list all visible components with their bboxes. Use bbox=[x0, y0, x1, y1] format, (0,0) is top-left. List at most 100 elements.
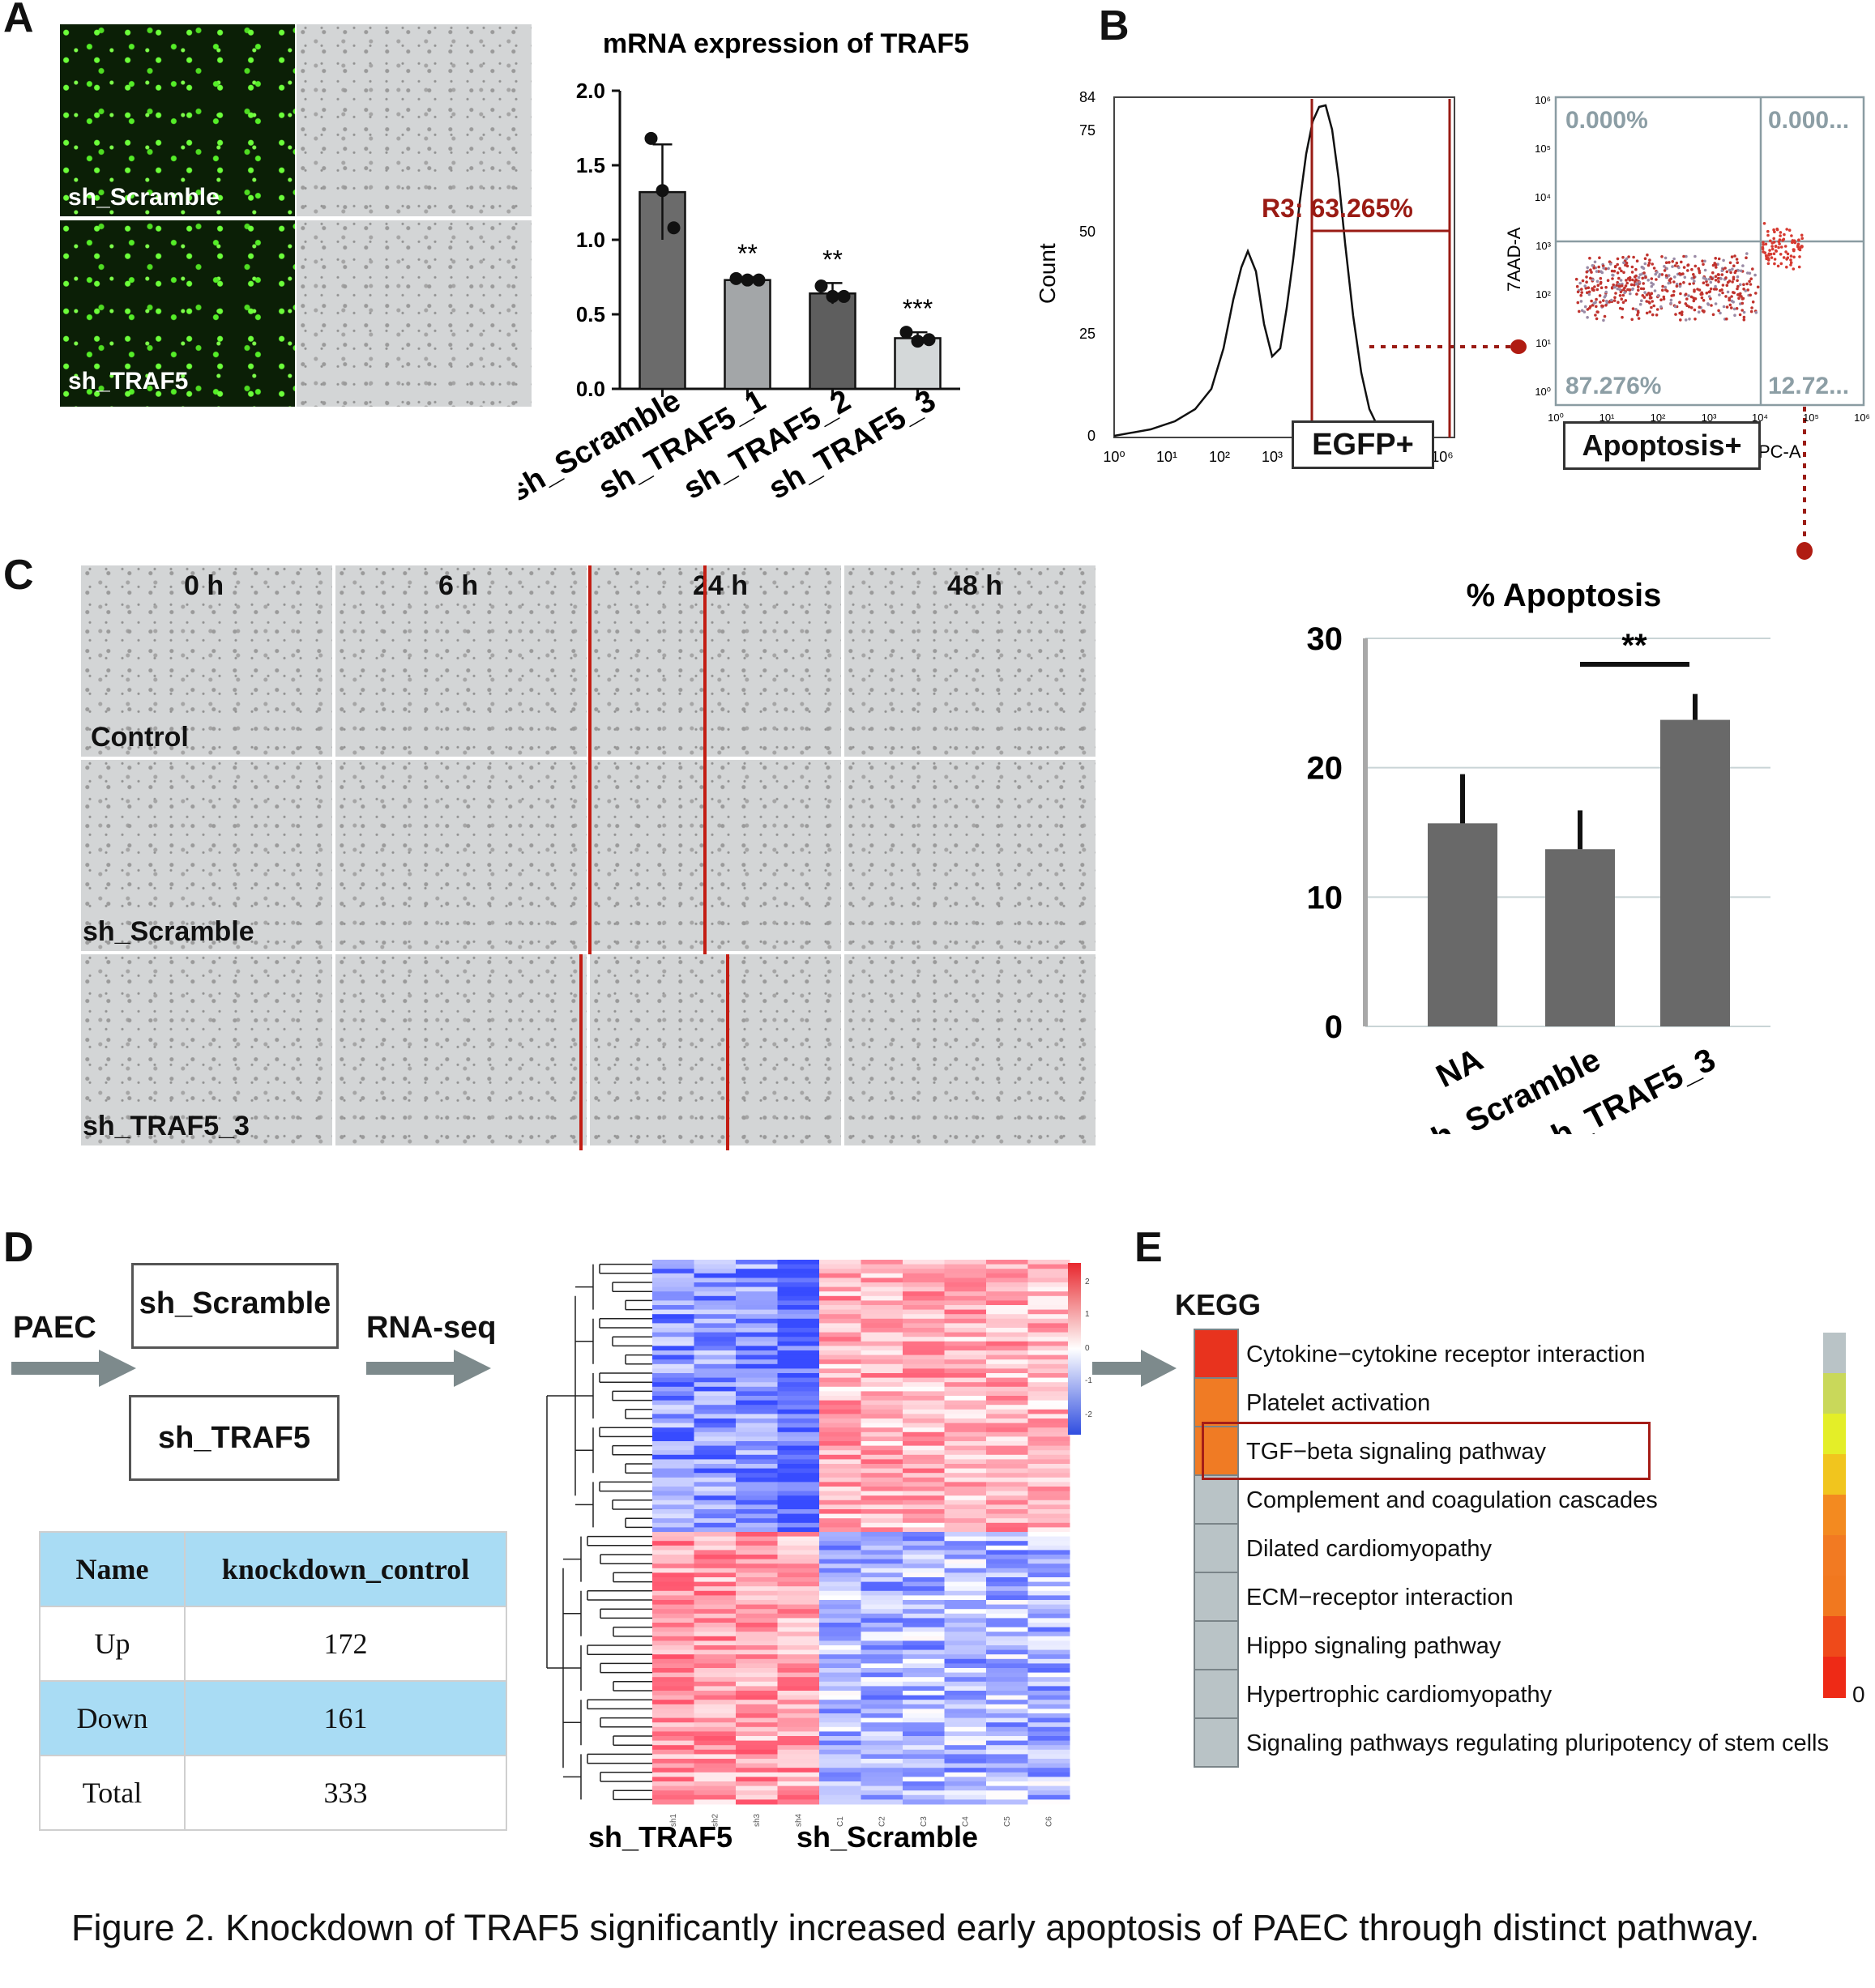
heatmap-cell bbox=[944, 1509, 987, 1515]
heatmap-cell bbox=[652, 1273, 694, 1278]
heatmap-cell bbox=[652, 1487, 694, 1492]
heatmap-cell bbox=[652, 1763, 694, 1768]
heatmap-cell bbox=[694, 1346, 737, 1351]
heatmap-cell bbox=[1027, 1759, 1070, 1764]
table-row: Down 161 bbox=[39, 1680, 507, 1756]
heatmap-cell bbox=[736, 1577, 778, 1583]
heatmap-cell bbox=[736, 1518, 778, 1524]
scatter-point bbox=[1637, 288, 1640, 292]
heatmap-cell bbox=[903, 1704, 945, 1709]
heatmap-cell bbox=[694, 1314, 737, 1320]
scatter-point bbox=[1787, 228, 1792, 232]
heatmap-cell bbox=[819, 1604, 861, 1610]
heatmap-cell bbox=[819, 1736, 861, 1742]
heatmap-cell bbox=[944, 1717, 987, 1723]
heatmap-cell bbox=[652, 1613, 694, 1619]
heatmap-cell bbox=[652, 1745, 694, 1751]
scatter-point bbox=[1698, 305, 1702, 309]
heatmap-cell bbox=[861, 1260, 903, 1265]
scatter-point bbox=[1693, 264, 1698, 268]
scatter-point bbox=[1690, 267, 1693, 271]
scatter-point bbox=[1778, 242, 1781, 245]
heatmap-cell bbox=[1027, 1500, 1070, 1505]
heatmap-cell bbox=[736, 1590, 778, 1596]
heatmap-cell bbox=[944, 1295, 987, 1301]
scatter-point bbox=[1742, 283, 1745, 286]
scatter-point bbox=[1648, 293, 1652, 297]
heatmap-cell bbox=[861, 1295, 903, 1301]
scatter-point bbox=[1660, 273, 1664, 276]
heatmap-cell bbox=[652, 1286, 694, 1292]
heatmap-cell bbox=[944, 1377, 987, 1383]
scatter-point bbox=[1709, 280, 1713, 284]
heatmap-cell bbox=[777, 1564, 820, 1569]
heatmap-cell bbox=[736, 1618, 778, 1623]
heatmap-cell bbox=[944, 1609, 987, 1615]
heatmap-cell bbox=[819, 1405, 861, 1410]
scatter-point bbox=[1703, 268, 1707, 272]
heatmap-cell bbox=[903, 1295, 945, 1301]
heatmap-cell bbox=[1027, 1405, 1070, 1410]
scatter-point bbox=[1700, 296, 1704, 300]
heatmap-cell bbox=[777, 1487, 820, 1492]
heatmap-cell bbox=[986, 1555, 1028, 1560]
heatmap-cell bbox=[903, 1577, 945, 1583]
heatmap-cell bbox=[736, 1332, 778, 1337]
heatmap-cell bbox=[1027, 1577, 1070, 1583]
heatmap-cell bbox=[986, 1618, 1028, 1623]
heatmap-cell bbox=[736, 1418, 778, 1424]
heatmap-cell bbox=[861, 1423, 903, 1428]
hist-ytick: 50 bbox=[1079, 224, 1096, 240]
heatmap-cell bbox=[694, 1740, 737, 1746]
heatmap-cell bbox=[819, 1577, 861, 1583]
heatmap-cell bbox=[777, 1328, 820, 1333]
scatter-point bbox=[1800, 237, 1804, 240]
heatmap-cell bbox=[694, 1799, 737, 1805]
heatmap-cell bbox=[944, 1668, 987, 1674]
legend-tick: 1 bbox=[1085, 1310, 1090, 1319]
heatmap-cell bbox=[986, 1282, 1028, 1288]
heatmap-cell bbox=[652, 1405, 694, 1410]
heatmap-cell bbox=[777, 1405, 820, 1410]
heatmap-cell bbox=[944, 1794, 987, 1800]
scatter-point bbox=[1692, 299, 1696, 303]
heatmap-cell bbox=[861, 1785, 903, 1791]
heatmap-cell bbox=[903, 1431, 945, 1437]
heatmap-cell bbox=[861, 1459, 903, 1465]
heatmap-cell bbox=[652, 1309, 694, 1315]
heatmap-cell bbox=[777, 1541, 820, 1546]
heatmap-cell bbox=[944, 1391, 987, 1397]
heatmap-cell bbox=[777, 1700, 820, 1705]
heatmap-cell bbox=[1027, 1745, 1070, 1751]
heatmap-cell bbox=[736, 1450, 778, 1456]
heatmap-cell bbox=[1027, 1495, 1070, 1501]
scatter-point bbox=[1726, 280, 1730, 284]
heatmap-cell bbox=[944, 1445, 987, 1451]
heatmap-cell bbox=[777, 1260, 820, 1265]
heatmap-cell bbox=[1027, 1627, 1070, 1632]
heatmap-cell bbox=[652, 1264, 694, 1269]
heatmap-cell bbox=[986, 1309, 1028, 1315]
scatter-point bbox=[1673, 305, 1677, 309]
scatter-point bbox=[1682, 254, 1685, 258]
scatter-point bbox=[1789, 254, 1793, 258]
heatmap-cell bbox=[652, 1785, 694, 1791]
scatter-point bbox=[1741, 296, 1745, 301]
heatmap-cell bbox=[1027, 1269, 1070, 1274]
table-row: Up 172 bbox=[39, 1606, 507, 1682]
scatter-point bbox=[1623, 291, 1626, 294]
heatmap-cell bbox=[819, 1423, 861, 1428]
heatmap-cell bbox=[903, 1649, 945, 1655]
table-row: Total 333 bbox=[39, 1755, 507, 1831]
scatter-point bbox=[1714, 279, 1718, 282]
kegg-title: KEGG bbox=[1175, 1288, 1262, 1321]
scatter-point bbox=[1698, 271, 1702, 275]
heatmap-cell bbox=[819, 1368, 861, 1374]
deg-table: Name knockdown_control Up 172 Down 161 T… bbox=[39, 1531, 507, 1831]
scatter-point bbox=[1655, 278, 1658, 281]
heatmap-cell bbox=[652, 1572, 694, 1578]
scatter-point bbox=[1646, 292, 1651, 295]
heatmap-cell bbox=[986, 1609, 1028, 1615]
heatmap-cell bbox=[1027, 1736, 1070, 1742]
